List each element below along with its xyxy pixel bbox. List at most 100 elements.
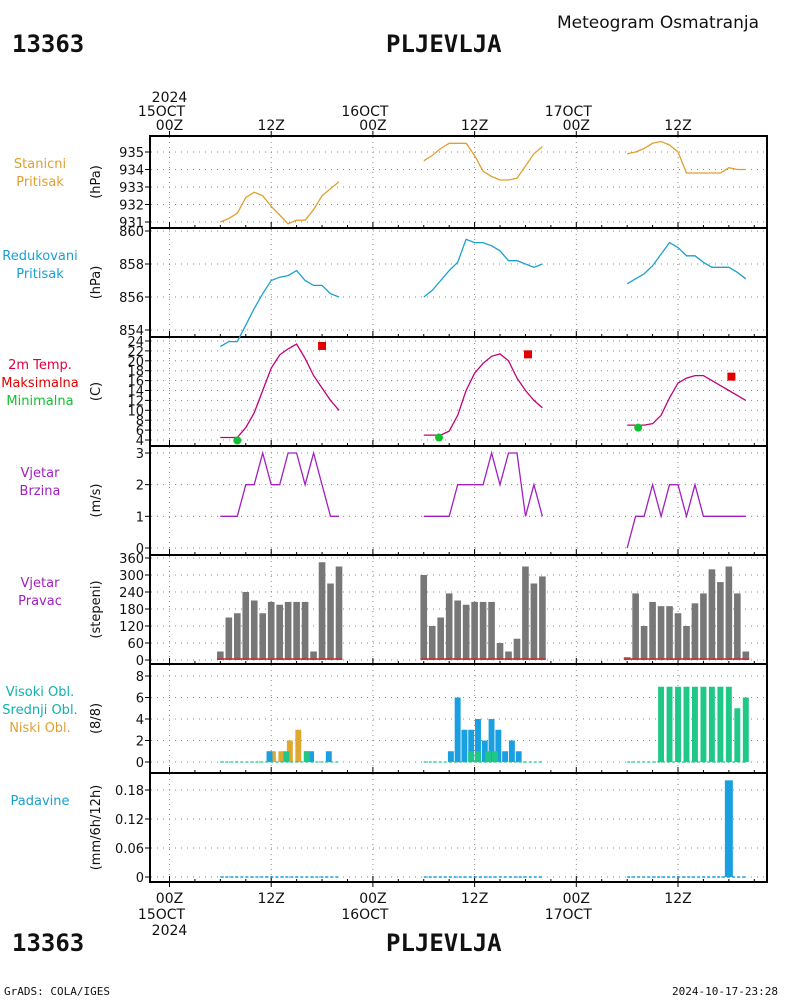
wind-direction-bar — [284, 601, 292, 660]
time-label-top: 00Z — [359, 118, 386, 134]
unit-label: (stepeni) — [89, 580, 104, 638]
y-tick-label: 120 — [119, 620, 144, 635]
low-cloud-bar — [278, 751, 285, 762]
high-cloud-bar — [691, 686, 698, 762]
station-name-bottom: PLJEVLJA — [386, 929, 502, 957]
panel-frame — [149, 336, 768, 447]
label-temperature: 2m Temp. Maksimalna Minimalna — [0, 357, 80, 411]
high-cloud-bar — [742, 697, 749, 762]
y-tick-label: 360 — [119, 552, 144, 567]
label-line: 2m Temp. — [8, 358, 72, 373]
high-cloud-bar — [725, 686, 732, 762]
y-tick-label: 856 — [119, 291, 144, 306]
wind-speed-line — [626, 482, 746, 549]
wind-direction-bar — [505, 651, 512, 660]
wind-direction-bar — [293, 601, 300, 660]
y-tick-label: 933 — [119, 181, 144, 196]
wind-direction-bar — [479, 601, 487, 660]
wind-direction-bar — [233, 613, 241, 660]
tmax-marker — [318, 341, 327, 350]
wind-direction-bar — [649, 601, 656, 660]
temperature-line — [220, 343, 340, 439]
reduced-pressure-line — [626, 241, 747, 285]
y-tick-label: 24 — [127, 335, 144, 350]
time-label-bottom: 12Z — [664, 891, 691, 907]
wind-direction-bar — [530, 583, 538, 660]
wind-direction-bar — [437, 617, 445, 660]
high-cloud-bar — [717, 686, 724, 762]
tmax-marker — [727, 372, 736, 381]
mid-cloud-bar — [308, 751, 314, 762]
wind-direction-bar — [310, 651, 317, 660]
unit-label: (hPa) — [89, 266, 104, 300]
tmin-marker — [233, 436, 242, 445]
y-tick-label: 6 — [136, 424, 144, 439]
wind-direction-bar — [445, 593, 453, 660]
wind-direction-bar — [301, 601, 309, 660]
y-tick-label: 4 — [136, 434, 144, 449]
panel-frame — [149, 445, 768, 556]
wind-direction-bar — [700, 593, 707, 660]
y-tick-label: 0 — [136, 756, 144, 771]
label-line: Maksimalna — [1, 376, 79, 391]
wind-direction-bar — [657, 606, 665, 660]
wind-direction-bar — [691, 603, 699, 660]
wind-direction-bar — [496, 643, 504, 660]
wind-direction-bar — [250, 600, 258, 660]
time-label-top: 12Z — [664, 118, 691, 134]
label-precipitation: Padavine — [0, 793, 80, 811]
time-label-top: 00Z — [156, 118, 183, 134]
y-tick-label: 0.12 — [115, 813, 144, 828]
wind-direction-bar — [462, 604, 470, 660]
wind-direction-bar — [717, 582, 724, 660]
unit-label: (hPa) — [89, 165, 104, 199]
unit-label: (C) — [89, 382, 104, 401]
label-line: Stanicni — [13, 157, 67, 172]
station-pressure-line — [627, 140, 746, 174]
wind-direction-bar — [488, 601, 495, 660]
time-label-bottom: 17OCT — [545, 907, 593, 923]
y-tick-label: 60 — [127, 637, 144, 652]
unit-label: (mm/6h/12h) — [89, 785, 104, 871]
station-id-top: 13363 — [12, 30, 85, 58]
y-tick-label: 180 — [119, 603, 144, 618]
time-label-bottom: 15OCT — [138, 907, 186, 923]
y-tick-label: 3 — [136, 447, 144, 462]
time-label-bottom: 2024 — [152, 923, 188, 939]
high-cloud-bar — [303, 751, 310, 762]
wind-direction-bar — [683, 626, 690, 660]
tmax-marker — [523, 350, 532, 359]
mid-cloud-bar — [266, 751, 273, 762]
tmin-marker — [435, 433, 444, 442]
label-line: Srednji Obl. — [2, 703, 78, 718]
wind-direction-bar — [225, 617, 233, 660]
y-tick-label: 931 — [119, 216, 144, 231]
y-tick-label: 300 — [119, 569, 144, 584]
mid-cloud-bar — [488, 719, 495, 762]
label-line: Pravac — [18, 594, 62, 609]
y-tick-label: 22 — [127, 345, 144, 360]
mid-cloud-bar — [481, 740, 488, 762]
y-tick-label: 0 — [136, 542, 144, 557]
y-tick-label: 0 — [136, 654, 144, 669]
high-cloud-bar — [283, 751, 290, 762]
label-clouds: Visoki Obl. Srednji Obl. Niski Obl. — [0, 684, 80, 738]
low-cloud-bar — [295, 729, 302, 762]
y-tick-label: 16 — [127, 375, 144, 390]
high-cloud-bar — [683, 686, 690, 762]
y-tick-label: 6 — [136, 692, 144, 707]
wind-direction-bar — [242, 592, 250, 660]
wind-direction-bar — [734, 593, 741, 660]
y-tick-label: 0.18 — [115, 784, 144, 799]
time-label-bottom: 16OCT — [341, 907, 389, 923]
y-tick-label: 4 — [136, 713, 144, 728]
mid-cloud-bar — [495, 729, 502, 762]
label-line: Brzina — [19, 484, 61, 499]
y-tick-label: 20 — [127, 355, 144, 370]
station-pressure-line — [220, 181, 340, 225]
label-line: Padavine — [10, 794, 70, 809]
y-tick-label: 935 — [119, 146, 144, 161]
y-tick-label: 240 — [119, 586, 144, 601]
footer-timestamp: 2024-10-17-23:28 — [672, 985, 778, 998]
high-cloud-bar — [734, 708, 741, 762]
